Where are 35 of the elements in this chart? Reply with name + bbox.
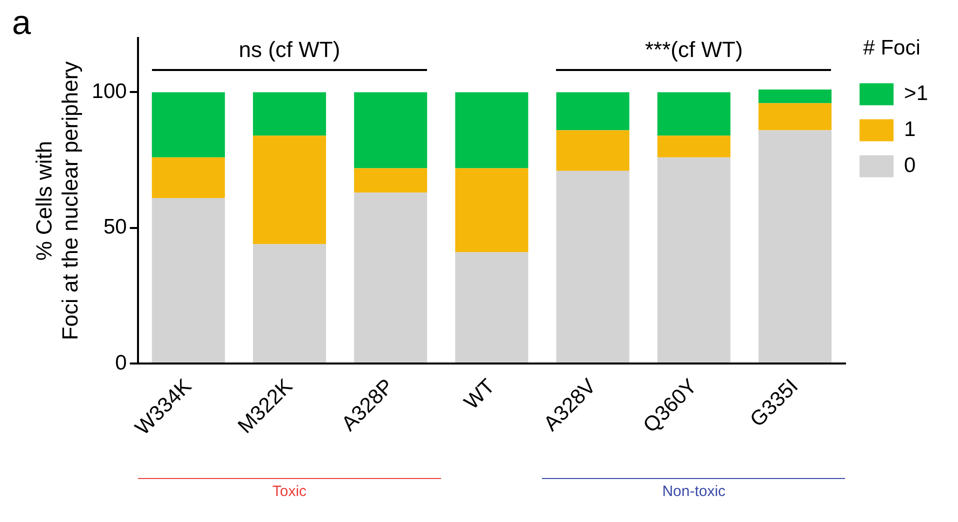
legend-label: 0: [904, 154, 916, 177]
legend-label: >1: [904, 82, 928, 105]
bar: [758, 103, 832, 130]
bar: [455, 168, 528, 252]
bar: [455, 92, 528, 168]
text: Non-toxic: [661, 483, 727, 500]
bar: [556, 130, 630, 171]
annotation: ns (cf WT): [238, 37, 342, 64]
y-tick-label: 0: [115, 351, 127, 374]
bar: [556, 170, 630, 362]
bar: [758, 90, 832, 104]
bar: [556, 92, 630, 130]
legend-title: # Foci: [863, 36, 920, 60]
bar: [657, 157, 730, 362]
y-tick-label: 50: [103, 216, 127, 239]
legend-label: 1: [904, 118, 916, 141]
bar: [354, 168, 428, 193]
text: Toxic: [271, 483, 308, 500]
bar: [758, 130, 832, 362]
y-axis-title: % Cells with Foci at the nuclear periphery: [31, 61, 83, 340]
bar: [152, 198, 225, 362]
bar: [152, 157, 225, 198]
bar: [152, 92, 225, 158]
text: a: [12, 4, 31, 43]
bar: [657, 92, 730, 136]
bar: [354, 192, 428, 362]
bar: [252, 244, 326, 362]
x-tick-label: WT: [460, 374, 500, 414]
bar: [455, 252, 528, 362]
bar: [657, 136, 730, 158]
bar: [354, 92, 428, 168]
y-tick-label: 100: [92, 80, 127, 104]
annotation: ***(cf WT): [644, 37, 744, 64]
bar: [252, 92, 326, 136]
bar: [252, 136, 326, 244]
